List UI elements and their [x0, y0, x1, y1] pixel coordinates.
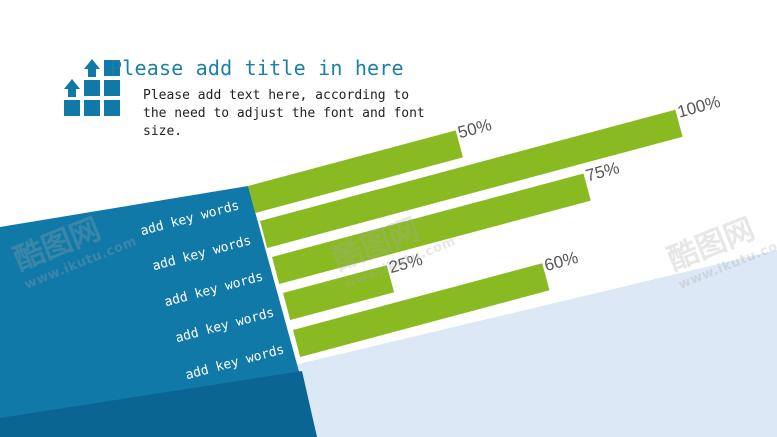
bar [248, 130, 463, 213]
bars-group [248, 109, 683, 357]
bar [293, 263, 550, 357]
value-label: 75% [584, 158, 622, 185]
value-label: 25% [387, 250, 425, 277]
category-band [0, 186, 317, 437]
page-title: Please add title in here [110, 56, 404, 80]
value-label: 60% [542, 248, 580, 275]
body-text: Please add text here, according to the n… [143, 88, 425, 139]
category-band-footer [0, 371, 317, 437]
bar [260, 109, 683, 248]
value-label: 50% [456, 115, 494, 142]
bar [272, 173, 591, 284]
growth-blocks-icon [62, 57, 126, 121]
bar [283, 265, 395, 320]
backdrop-band [290, 250, 777, 437]
value-label: 100% [675, 92, 722, 122]
